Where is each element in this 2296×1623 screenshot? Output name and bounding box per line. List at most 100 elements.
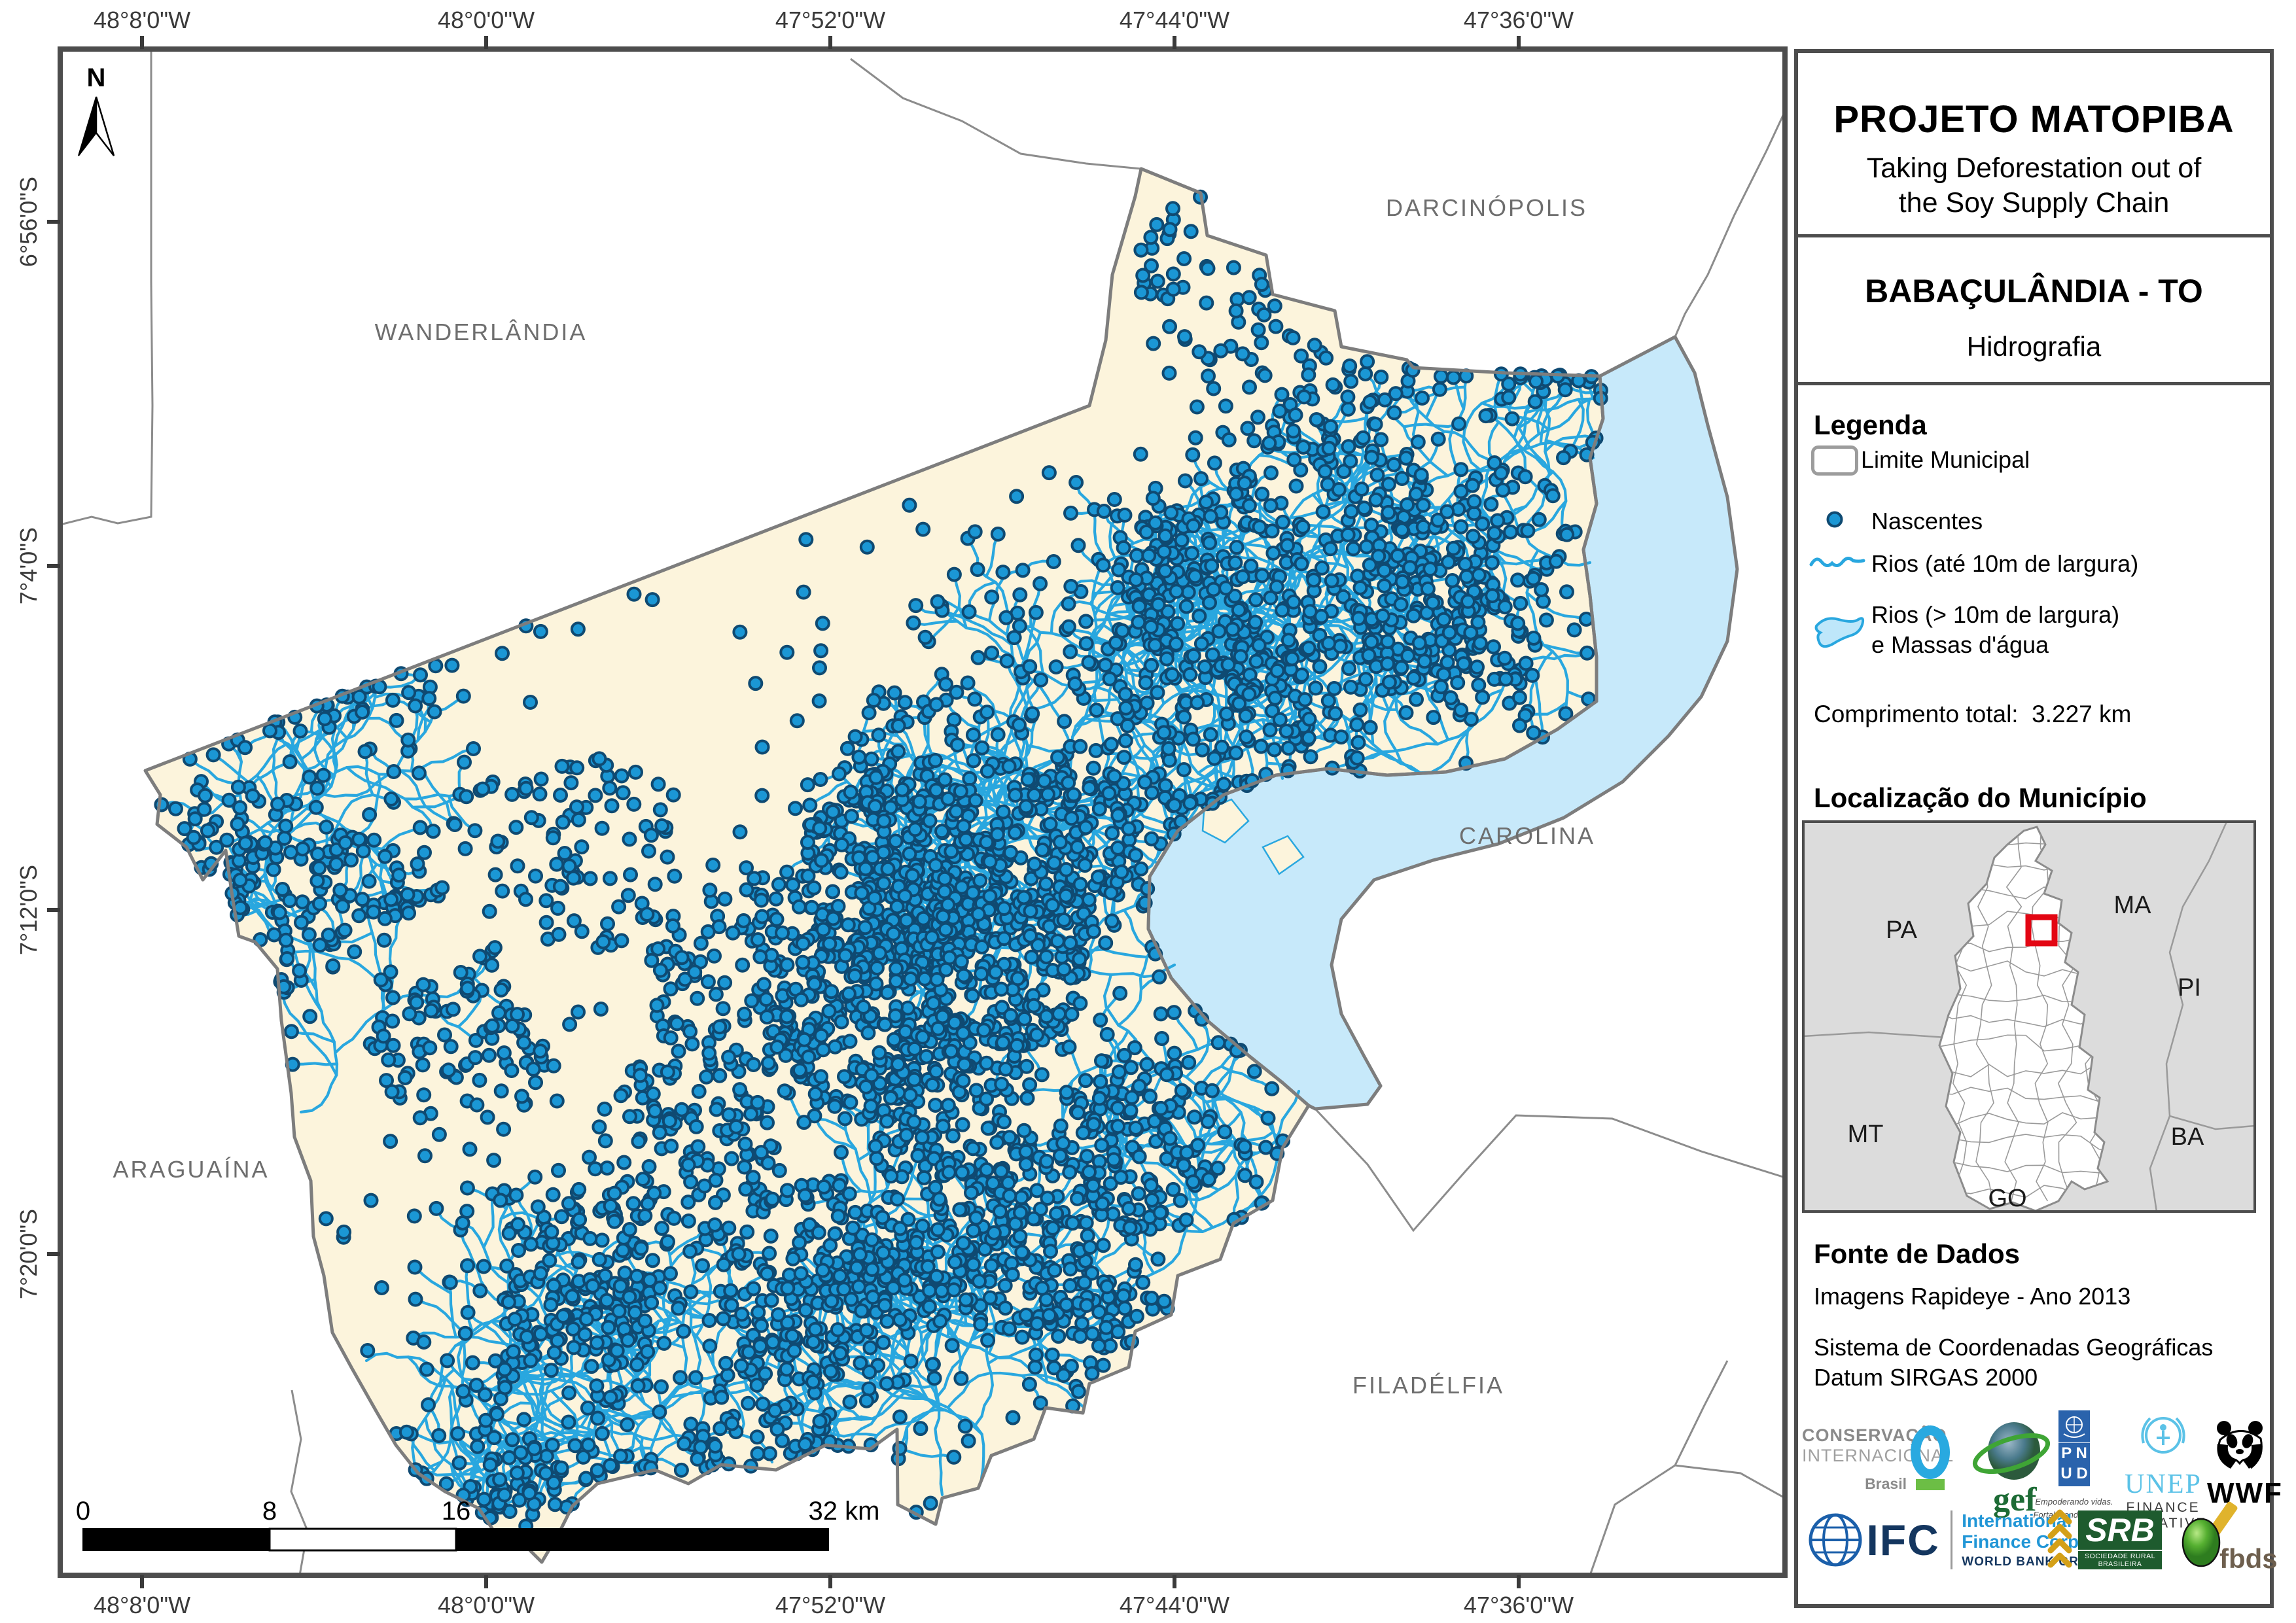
- river-line: [898, 1408, 947, 1450]
- river-line: [1517, 443, 1568, 536]
- river-line: [424, 1416, 465, 1497]
- legend-nascentes-label: Nascentes: [1871, 508, 1983, 534]
- river-line: [333, 684, 378, 748]
- river-line: [503, 1368, 614, 1437]
- legend-rios-label: Rios (até 10m de largura): [1871, 550, 2139, 577]
- left-axis-label: 7°4'0"S: [15, 527, 42, 604]
- river-line: [1523, 375, 1551, 535]
- gef-globe-icon: [1972, 1422, 2051, 1480]
- neighbor-boundary-line: [60, 49, 154, 526]
- river-line: [293, 949, 387, 986]
- inset-frame: [1802, 820, 2256, 1213]
- nascentes-layer: [154, 189, 1608, 1534]
- legend-massas-agua-label-line1: Rios (> 10m de largura): [1871, 601, 2120, 628]
- legend-massas-agua-label-line2: e Massas d'água: [1871, 631, 2049, 658]
- river-line: [1480, 400, 1537, 410]
- inset-state-boundary: [2149, 820, 2229, 1212]
- source-heading: Fonte de Dados: [1814, 1238, 2021, 1269]
- inset-heading: Localização do Município: [1814, 782, 2147, 813]
- map-theme-title: Hidrografia: [1966, 331, 2102, 362]
- river-line: [1163, 1126, 1275, 1154]
- scalebar-label: 0: [76, 1497, 90, 1526]
- top-axis-label: 47°36'0"W: [1464, 7, 1574, 33]
- river-line: [398, 769, 455, 825]
- total-length: Comprimento total: 3.227 km: [1814, 701, 2131, 728]
- top-axis-label: 48°0'0"W: [438, 7, 535, 33]
- left-axis-label: 7°12'0"S: [15, 865, 42, 955]
- logo-fbds: fbds: [2176, 1495, 2278, 1575]
- inset-state-label-pa: PA: [1886, 916, 1918, 944]
- panel-divider-2: [1798, 382, 2270, 385]
- river-line: [237, 898, 314, 948]
- logo-conservacao-internacional: CONSERVAÇÃO INTERNACIONAL Brasil: [1802, 1425, 1954, 1492]
- project-subtitle-line1: Taking Deforestation out of: [1866, 152, 2202, 184]
- scalebar-segment-2: [268, 1527, 457, 1552]
- river-line: [1020, 611, 1038, 668]
- river-line: [279, 980, 338, 1077]
- map-frame: [58, 46, 1788, 1578]
- bottom-axis-label: 47°36'0"W: [1464, 1592, 1574, 1618]
- river-line: [629, 1335, 686, 1349]
- total-length-value: 3.227 km: [2032, 701, 2132, 727]
- unep-emblem-icon: [2141, 1417, 2185, 1454]
- north-arrow-label: N: [87, 63, 106, 92]
- river-line: [188, 758, 240, 786]
- left-axis-label: 7°20'0"S: [15, 1209, 42, 1299]
- project-subtitle-line2: the Soy Supply Chain: [1898, 187, 2170, 218]
- logo-gef: gef: [1969, 1417, 2055, 1519]
- river-line: [1038, 1342, 1092, 1365]
- neighbor-boundary-line: [1674, 1360, 1729, 1466]
- river-line: [366, 909, 386, 1011]
- river-line: [1318, 576, 1347, 637]
- top-axis-label: 47°44'0"W: [1120, 7, 1229, 33]
- logo-unep: UNEP FINANCE INITIATIVE: [2117, 1410, 2209, 1531]
- neighbor-label-darcinópolis: DARCINÓPOLIS: [1386, 194, 1587, 221]
- neighbor-label-filadélfia: FILADÉLFIA: [1352, 1372, 1504, 1399]
- river-line: [272, 737, 279, 806]
- scalebar-segment-3: [455, 1528, 829, 1551]
- river-line: [946, 1371, 1078, 1409]
- river-line: [1214, 1086, 1279, 1155]
- ci-bar-icon: [1916, 1479, 1945, 1490]
- river-line: [1402, 422, 1460, 428]
- left-axis-label: 6°56'0"S: [15, 177, 42, 267]
- neighbor-label-wanderlândia: WANDERLÂNDIA: [375, 319, 588, 345]
- river-line: [420, 766, 457, 826]
- top-axis-label: 48°8'0"W: [94, 7, 190, 33]
- outer-boundaries-layer: [60, 49, 1786, 1576]
- river-line: [958, 1325, 978, 1380]
- legend-nascentes-swatch: [1826, 511, 1843, 528]
- river-line: [322, 770, 395, 798]
- neighbor-boundary-line: [850, 58, 1142, 170]
- bottom-axis-label: 47°52'0"W: [775, 1592, 885, 1618]
- river-line: [412, 993, 478, 1042]
- neighbor-boundary-line: [1674, 111, 1786, 338]
- wwf-panda-icon: [2217, 1421, 2263, 1469]
- river-line: [1067, 710, 1222, 865]
- river-line: [1087, 612, 1112, 664]
- river-line: [891, 724, 924, 797]
- river-line: [1523, 396, 1602, 415]
- panel-divider-1: [1798, 234, 2270, 237]
- logo-wwf: WWF: [2207, 1414, 2282, 1510]
- scalebar-label: 8: [262, 1497, 277, 1526]
- river-line: [813, 1114, 857, 1151]
- river-line: [1569, 398, 1585, 453]
- river-line: [1488, 413, 1546, 497]
- river-line: [688, 1249, 706, 1437]
- inset-state-label-mt: MT: [1848, 1121, 1884, 1148]
- river-line: [1018, 624, 1114, 660]
- municipality-title: BABAÇULÂNDIA - TO: [1865, 273, 2203, 309]
- river-line: [1184, 1017, 1210, 1079]
- river-line: [795, 1389, 908, 1422]
- river-line: [1117, 945, 1154, 1027]
- source-line1: Imagens Rapideye - Ano 2013: [1814, 1283, 2131, 1310]
- inset-state-label-go: GO: [1988, 1185, 2026, 1212]
- total-length-label: Comprimento total:: [1814, 701, 2019, 727]
- inset-municipality-marker: [2025, 914, 2058, 947]
- river-line: [868, 1327, 913, 1363]
- map-annotation-layer: WANDERLÂNDIA DARCINÓPOLIS CAROLINA ARAGUAÍN…: [15, 7, 1788, 1618]
- river-line: [1544, 434, 1598, 453]
- river-island: [1262, 835, 1305, 875]
